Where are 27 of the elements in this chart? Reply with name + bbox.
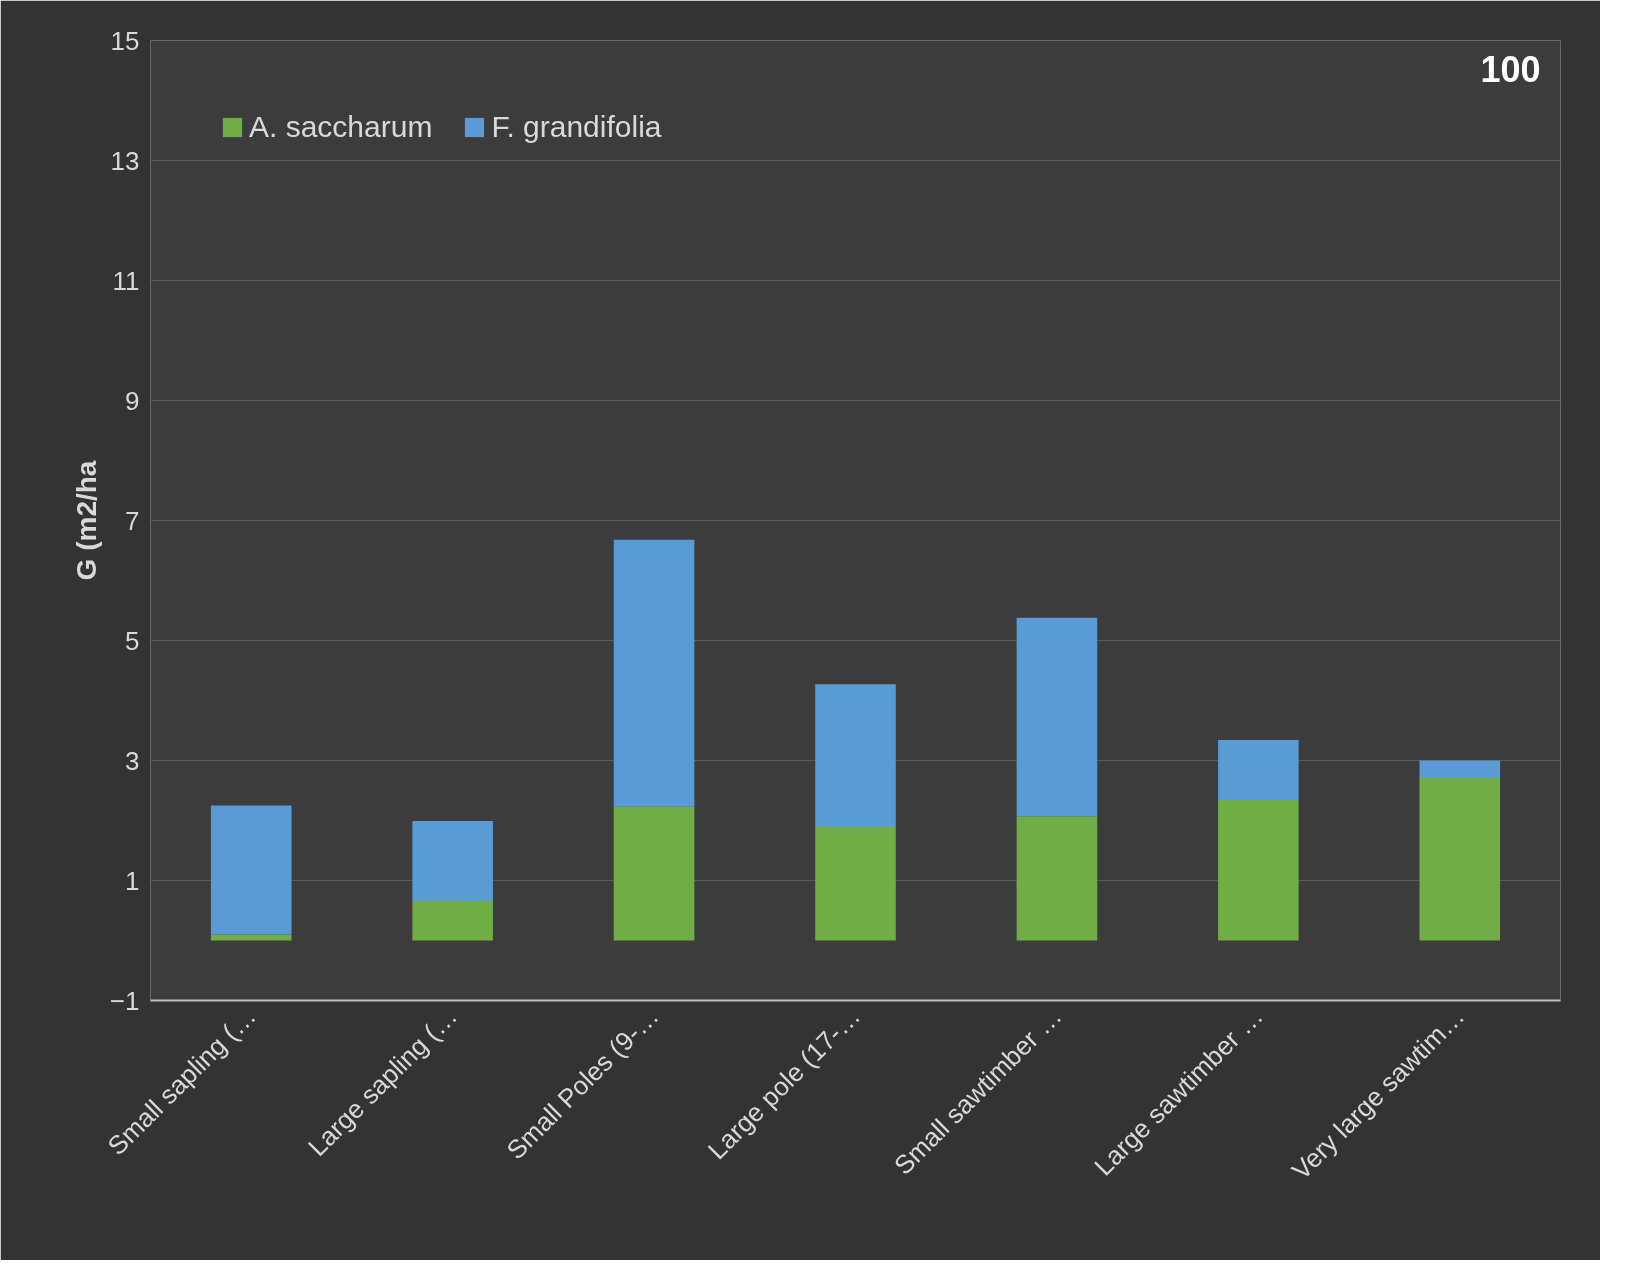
bar (1419, 760, 1501, 778)
bar (210, 805, 292, 935)
bar (815, 684, 896, 828)
legend-label: F. grandifolia (491, 110, 662, 144)
y-tick-label: 11 (112, 265, 140, 296)
y-tick-label: 13 (110, 145, 140, 176)
annotation: 100 (1480, 48, 1541, 90)
bar (1218, 800, 1299, 941)
bar (412, 821, 493, 901)
bar (412, 900, 493, 941)
y-tick-label: 3 (125, 745, 140, 776)
y-tick-label: −1 (109, 985, 140, 1016)
y-axis-title: G (m2/ha (70, 460, 102, 581)
y-tick-label: 5 (125, 625, 140, 656)
bar (210, 934, 292, 941)
bar (613, 539, 695, 807)
y-tick-label: 1 (125, 865, 140, 896)
bar (1016, 816, 1098, 941)
y-tick-label: 9 (125, 385, 140, 416)
legend-label: A. saccharum (249, 110, 433, 144)
bar (1016, 617, 1098, 817)
bar (1419, 777, 1501, 941)
bar (815, 827, 896, 941)
bar (613, 806, 695, 941)
y-tick-label: 15 (110, 25, 140, 56)
y-tick-label: 7 (125, 505, 140, 536)
bar (1218, 740, 1299, 801)
